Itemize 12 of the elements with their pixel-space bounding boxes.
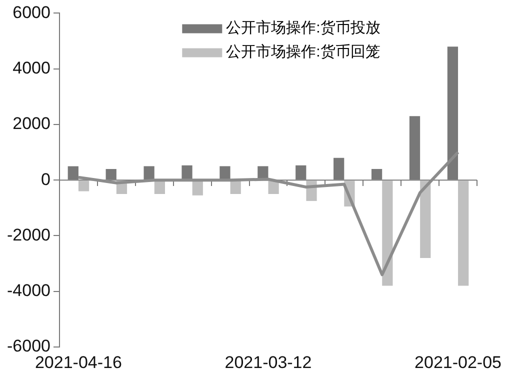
legend-label: 公开市场操作:货币回笼: [226, 43, 380, 60]
x-tick-label: 2021-04-16: [34, 353, 122, 372]
x-tick-label: 2021-03-12: [224, 353, 312, 372]
y-tick-label: 2000: [12, 114, 50, 134]
y-tick-label: -6000: [6, 336, 50, 356]
y-tick-label: -4000: [6, 281, 50, 300]
legend-label: 公开市场操作:货币投放: [226, 19, 380, 36]
x-tick-label: 2021-02-05: [414, 353, 502, 372]
y-tick-label: -2000: [6, 225, 50, 244]
y-tick-label: 4000: [12, 58, 50, 78]
y-tick-label: 6000: [12, 2, 50, 22]
y-tick-label: 0: [41, 170, 50, 189]
